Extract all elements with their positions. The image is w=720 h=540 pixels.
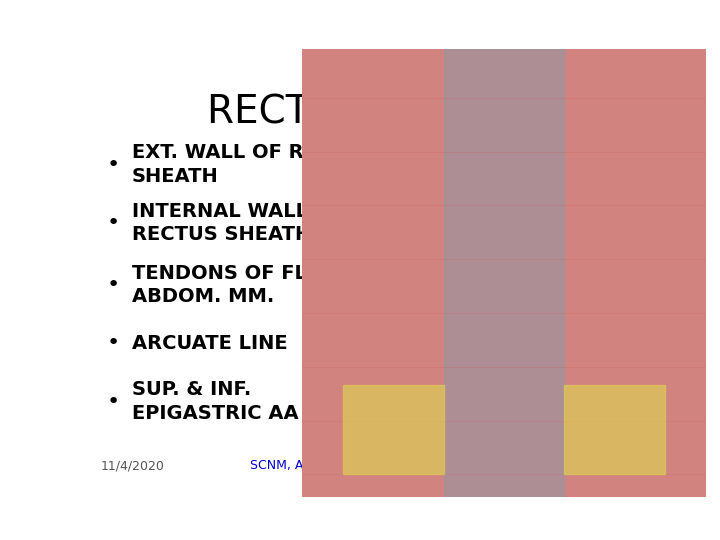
- Text: •: •: [107, 213, 120, 233]
- Text: TENDONS OF FLAT
ABDOM. MM.: TENDONS OF FLAT ABDOM. MM.: [132, 264, 334, 306]
- Text: 11/4/2020: 11/4/2020: [101, 460, 165, 472]
- Text: EXT. WALL OF RECTUS
SHEATH: EXT. WALL OF RECTUS SHEATH: [132, 143, 374, 186]
- Text: SUP. & INF.
EPIGASTRIC AA: SUP. & INF. EPIGASTRIC AA: [132, 380, 299, 423]
- Text: ARCUATE LINE: ARCUATE LINE: [132, 334, 287, 353]
- Bar: [444, 49, 564, 497]
- Polygon shape: [564, 384, 665, 475]
- Text: •: •: [107, 392, 120, 411]
- Text: RECTUS SHEATH: RECTUS SHEATH: [207, 94, 531, 132]
- Text: •: •: [107, 275, 120, 295]
- Text: 8: 8: [629, 460, 637, 472]
- Text: •: •: [107, 333, 120, 353]
- Text: •: •: [107, 154, 120, 174]
- Text: Functional Anatomy: Functional Anatomy: [353, 435, 464, 445]
- Text: INTERNAL WALL OF
RECTUS SHEATH: INTERNAL WALL OF RECTUS SHEATH: [132, 201, 344, 244]
- Polygon shape: [343, 384, 444, 475]
- Text: SCNM, ANAT 604, The Abdominal Wall: SCNM, ANAT 604, The Abdominal Wall: [250, 460, 488, 472]
